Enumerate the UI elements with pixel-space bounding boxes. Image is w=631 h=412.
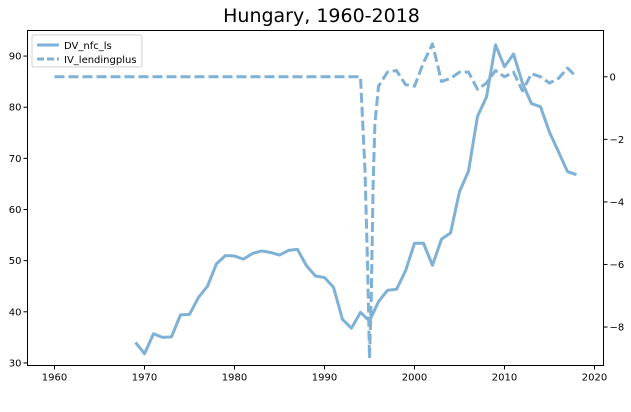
left-y-tick-label: 80	[9, 103, 22, 114]
right-y-tick-label: −4	[610, 197, 625, 208]
x-tick-label: 1990	[312, 373, 337, 384]
series-line-dv-nfc-ls	[134, 43, 577, 356]
left-y-tick-label: 90	[9, 52, 22, 63]
x-tick-label: 2000	[402, 373, 427, 384]
left-y-tick-label: 30	[9, 358, 22, 369]
x-tick-label: 2020	[582, 373, 607, 384]
x-tick-label: 1970	[132, 373, 157, 384]
legend: DV_nfc_ls IV_lendingplus	[31, 34, 143, 68]
right-y-axis: 0 −2 −4 −6 −8	[603, 72, 625, 334]
plot-area-frame	[27, 30, 604, 366]
left-y-axis: 30 40 50 60 70 80 90	[9, 52, 28, 369]
series-line-iv-lendingplus	[54, 42, 578, 360]
legend-box	[31, 34, 143, 68]
left-y-tick-label: 60	[9, 205, 22, 216]
x-tick-label: 1960	[42, 373, 67, 384]
series-layer	[54, 42, 578, 360]
right-y-tick-label: −2	[610, 135, 625, 146]
x-axis: 1960 1970 1980 1990 2000 2010 2020	[42, 365, 607, 384]
right-y-tick-label: 0	[610, 72, 616, 83]
chart-title: Hungary, 1960-2018	[223, 5, 420, 27]
right-y-tick-label: −6	[610, 260, 625, 271]
left-y-tick-label: 70	[9, 154, 22, 165]
x-tick-label: 1980	[222, 373, 247, 384]
right-y-tick-label: −8	[610, 323, 625, 334]
legend-label-dv-nfc-ls: DV_nfc_ls	[64, 41, 112, 52]
legend-label-iv-lendingplus: IV_lendingplus	[64, 55, 137, 66]
left-y-tick-label: 40	[9, 307, 22, 318]
x-tick-label: 2010	[492, 373, 517, 384]
left-y-tick-label: 50	[9, 256, 22, 267]
